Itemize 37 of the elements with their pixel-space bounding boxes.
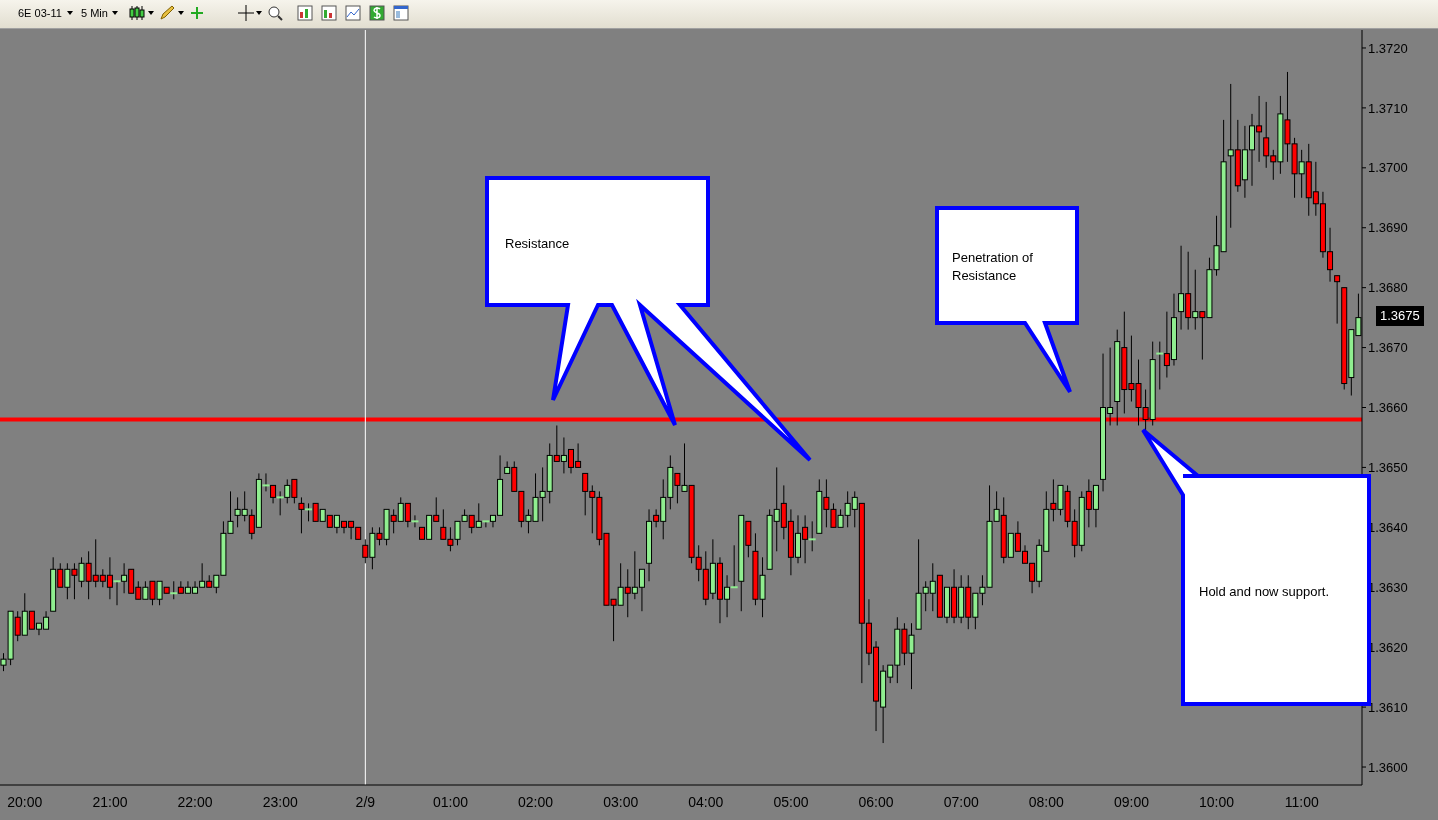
x-tick-label: 09:00 (1113, 794, 1150, 810)
x-tick-label: 23:00 (262, 794, 298, 810)
y-tick-label: 1.3640 (1368, 519, 1408, 535)
annotation: Hold and now support. (1199, 583, 1331, 601)
y-tick-label: 1.3620 (1368, 639, 1408, 655)
y-tick-label: 1.3660 (1368, 400, 1408, 416)
y-tick-label: 1.3690 (1368, 220, 1408, 236)
chart-title: 6E 03-11 (18, 7, 62, 19)
y-tick-label: 1.3600 (1368, 759, 1408, 775)
y-tick-label: 1.3710 (1368, 100, 1408, 116)
x-tick-label: 02:00 (518, 794, 554, 810)
x-tick-label: 08:00 (1028, 794, 1065, 810)
y-tick-label: 1.3630 (1368, 579, 1408, 595)
x-tick-label: 22:00 (177, 794, 213, 810)
x-tick-label: 21:00 (92, 794, 128, 810)
y-tick-label: 1.3650 (1368, 460, 1408, 476)
annotation: Penetration of Resistance (952, 249, 1034, 285)
x-tick-label: 06:00 (858, 794, 894, 810)
x-tick-label: 07:00 (943, 794, 979, 810)
x-tick-label: 01:00 (432, 794, 469, 810)
chart-subtitle: 5 Min (81, 7, 108, 19)
x-tick-label: 04:00 (688, 794, 724, 810)
x-tick-label: 05:00 (773, 794, 809, 810)
y-tick-label: 1.3700 (1368, 160, 1408, 176)
candlestick (1334, 275, 1341, 325)
x-tick-label: 11:00 (1284, 794, 1319, 810)
y-tick-label: 1.3610 (1368, 699, 1408, 715)
text: 1.3675 (1376, 306, 1424, 326)
x-tick-label: 03:00 (603, 794, 639, 810)
x-tick-label: 10:00 (1199, 794, 1235, 810)
annotation: Resistance (505, 235, 571, 253)
y-tick-label: 1.3670 (1368, 340, 1408, 356)
candlestick (298, 496, 305, 534)
y-tick-label: 1.3680 (1368, 280, 1408, 296)
y-tick-label: 1.3720 (1368, 40, 1408, 56)
x-tick-label: 20:00 (7, 794, 43, 810)
x-tick-label: 2/9 (355, 794, 376, 810)
